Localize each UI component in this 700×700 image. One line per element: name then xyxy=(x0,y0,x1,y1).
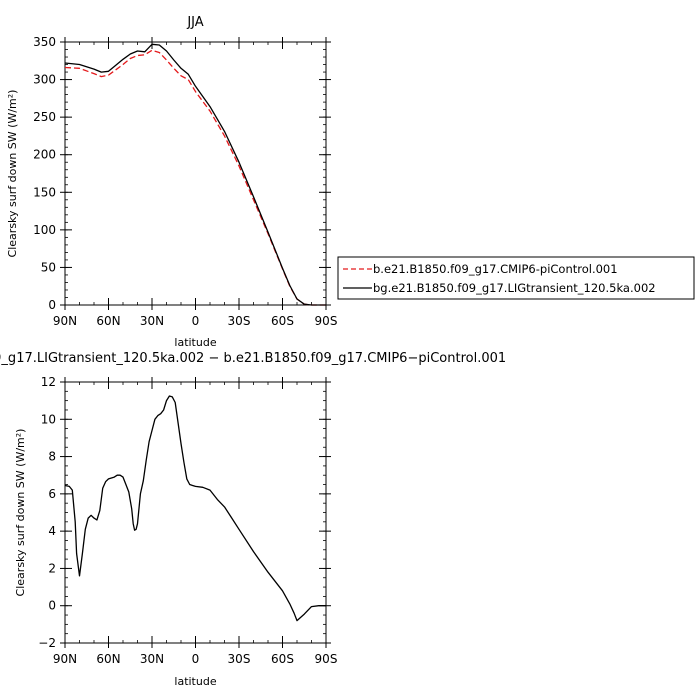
y-axis-title: Clearsky surf down SW (W/m²) xyxy=(14,429,27,597)
x-tick-label: 90N xyxy=(53,314,77,328)
x-tick-label: 30N xyxy=(140,652,164,666)
x-tick-label: 60S xyxy=(271,652,294,666)
x-tick-label: 0 xyxy=(192,314,200,328)
x-tick-label: 0 xyxy=(192,652,200,666)
x-tick-label: 30N xyxy=(140,314,164,328)
x-tick-label: 60N xyxy=(96,652,120,666)
series-line-1 xyxy=(64,43,326,306)
y-tick-label: 50 xyxy=(41,260,56,274)
y-tick-label: 8 xyxy=(48,450,56,464)
y-tick-label: 10 xyxy=(41,412,56,426)
y-tick-label: 2 xyxy=(48,561,56,575)
x-tick-label: 60S xyxy=(271,314,294,328)
y-axis-title: Clearsky surf down SW (W/m²) xyxy=(6,90,19,258)
y-tick-label: −2 xyxy=(38,636,56,650)
series-line-0 xyxy=(64,395,326,622)
y-tick-label: 350 xyxy=(33,35,56,49)
x-tick-label: 90S xyxy=(315,652,338,666)
chart-clearsky-difference: 90N 60N 30N 0 30S 60S 90S −2 0 2 4 6 8 10 12 bg.e21.B18… xyxy=(0,351,506,688)
x-tick-label: 90S xyxy=(315,314,338,328)
x-tick-label: 30S xyxy=(228,314,251,328)
series-line-0 xyxy=(64,49,326,306)
legend-box xyxy=(337,256,695,300)
x-axis-title: latitude xyxy=(174,336,216,349)
plot-title: bg.e21.B1850.f09_g17.LIGtransient_120.5k… xyxy=(0,351,506,366)
y-tick-label: 250 xyxy=(33,110,56,124)
y-tick-label: 150 xyxy=(33,185,56,199)
y-tick-label: 200 xyxy=(33,148,56,162)
plot-frame xyxy=(64,41,327,306)
x-tick-label: 90N xyxy=(53,652,77,666)
y-tick-label: 12 xyxy=(41,375,56,389)
y-tick-label: 300 xyxy=(33,73,56,87)
y-tick-label: 0 xyxy=(48,599,56,613)
plot-title: JJA xyxy=(186,15,203,30)
x-tick-label: 30S xyxy=(228,652,251,666)
y-tick-label: 6 xyxy=(48,487,56,501)
chart-clearsky-jja: 90N 60N 30N 0 30S 60S 90S 0 50 100 150 200 250 300 350… xyxy=(6,15,695,349)
x-axis-title: latitude xyxy=(174,675,216,688)
legend-label-0: b.e21.B1850.f09_g17.CMIP6-piControl.001 xyxy=(373,262,618,276)
y-tick-label: 4 xyxy=(48,524,56,538)
y-tick-label: 100 xyxy=(33,223,56,237)
plot-frame xyxy=(64,381,327,644)
x-tick-label: 60N xyxy=(96,314,120,328)
y-tick-label: 0 xyxy=(48,298,56,312)
legend-label-1: bg.e21.B1850.f09_g17.LIGtransient_120.5k… xyxy=(373,281,656,295)
